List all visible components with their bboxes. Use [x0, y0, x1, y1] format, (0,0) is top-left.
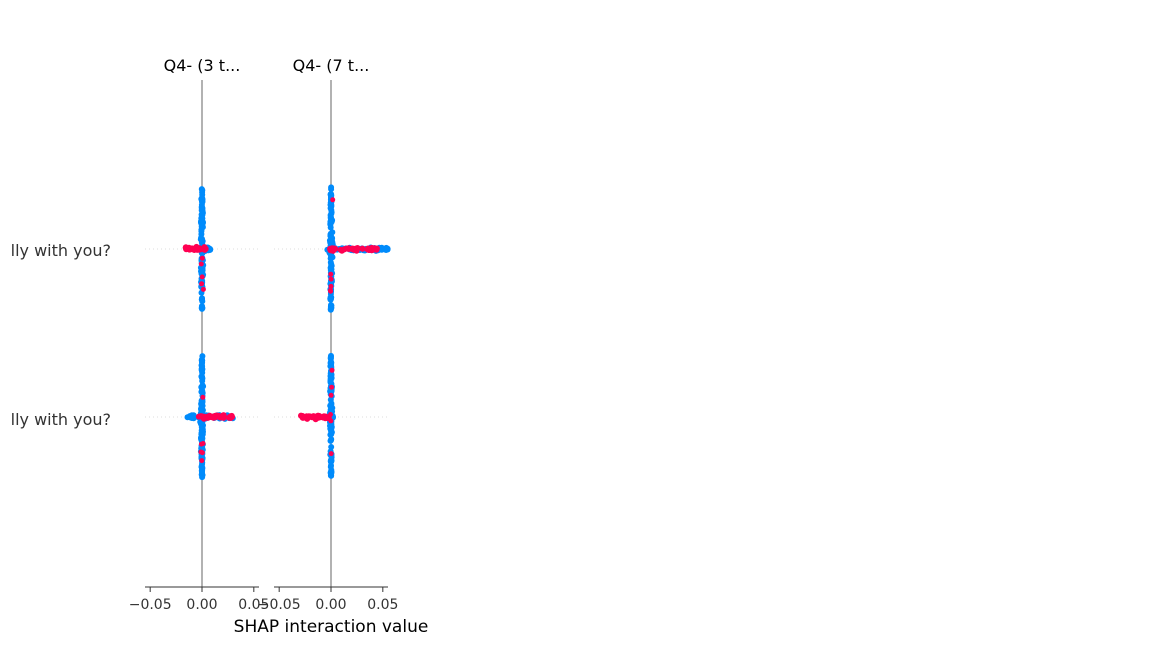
- shap-point: [328, 261, 334, 267]
- x-tick-label: 0.00: [186, 597, 217, 613]
- shap-point: [329, 424, 335, 430]
- shap-point: [328, 402, 334, 408]
- shap-point: [330, 197, 335, 202]
- shap-point: [328, 303, 334, 309]
- x-tick-label: 0.00: [315, 597, 346, 613]
- shap-point: [199, 366, 205, 372]
- feature-labels: lly with you? lly with you?: [11, 241, 111, 429]
- shap-point: [221, 412, 227, 418]
- shap-point: [200, 382, 206, 388]
- shap-point: [328, 470, 334, 476]
- x-tick-label: 0.05: [367, 597, 398, 613]
- shap-point: [200, 274, 205, 279]
- shap-point: [199, 303, 205, 309]
- shap-point: [199, 458, 204, 463]
- shap-point: [329, 385, 334, 390]
- shap-point: [198, 413, 204, 419]
- panel-1-title: Q4- (3 t...: [164, 56, 241, 75]
- shap-point: [201, 287, 206, 292]
- shap-point: [328, 457, 334, 463]
- panel-2-title: Q4- (7 t...: [293, 56, 370, 75]
- shap-point: [342, 246, 348, 252]
- shap-point: [199, 186, 205, 192]
- shap-point: [328, 463, 334, 469]
- panel-1: Q4- (3 t... −0.05 0.00 0.05: [129, 56, 270, 613]
- shap-point: [198, 389, 204, 395]
- shap-point: [199, 405, 205, 411]
- shap-point: [328, 378, 334, 384]
- shap-point: [328, 418, 333, 423]
- shap-point: [300, 415, 306, 421]
- shap-point: [199, 435, 205, 441]
- shap-point: [321, 413, 327, 419]
- shap-point: [199, 205, 205, 211]
- shap-point: [199, 212, 205, 218]
- shap-point: [329, 393, 334, 398]
- x-tick-label: −0.05: [129, 597, 172, 613]
- x-tick-label: −0.05: [258, 597, 301, 613]
- shap-point: [205, 415, 211, 421]
- shap-point: [329, 277, 334, 282]
- shap-point: [185, 246, 191, 252]
- feature-label-row-1: lly with you?: [11, 241, 111, 260]
- shap-point: [199, 375, 205, 381]
- shap-point: [353, 246, 359, 252]
- shap-point: [330, 368, 335, 373]
- shap-point: [199, 239, 205, 245]
- shap-point: [328, 272, 333, 277]
- shap-point: [200, 256, 205, 261]
- shap-point: [216, 413, 222, 419]
- shap-point: [198, 231, 204, 237]
- shap-point: [328, 289, 333, 294]
- shap-point: [185, 414, 191, 420]
- shap-point: [200, 395, 205, 400]
- shap-point: [198, 450, 203, 455]
- shap-point: [365, 247, 371, 253]
- shap-point: [328, 444, 334, 450]
- shap-point: [191, 415, 197, 421]
- shap-point: [329, 266, 335, 272]
- shap-point: [328, 297, 334, 303]
- shap-point: [199, 295, 205, 301]
- shap-point: [329, 284, 334, 289]
- shap-point: [199, 281, 204, 286]
- shap-point: [328, 359, 334, 365]
- shap-point: [201, 441, 206, 446]
- shap-point: [328, 192, 334, 198]
- x-axis-label: SHAP interaction value: [234, 617, 429, 637]
- shap-point: [199, 218, 205, 224]
- shap-point: [199, 469, 205, 475]
- shap-point: [327, 246, 333, 252]
- shap-point: [329, 451, 334, 456]
- shap-point: [198, 247, 203, 252]
- shap-point: [327, 219, 333, 225]
- shap-point: [328, 412, 333, 417]
- shap-point: [328, 225, 334, 231]
- shap-point: [327, 239, 333, 245]
- shap-point: [226, 415, 232, 421]
- shap-point: [199, 262, 204, 267]
- shap-point: [328, 212, 334, 218]
- panel-2: Q4- (7 t... −0.05 0.00 0.05: [258, 56, 399, 613]
- shap-point: [381, 246, 387, 252]
- shap-point: [199, 430, 205, 436]
- shap-point: [328, 184, 334, 190]
- shap-point: [328, 436, 334, 442]
- shap-point: [328, 232, 334, 238]
- shap-point: [307, 413, 313, 419]
- feature-label-row-2: lly with you?: [11, 410, 111, 429]
